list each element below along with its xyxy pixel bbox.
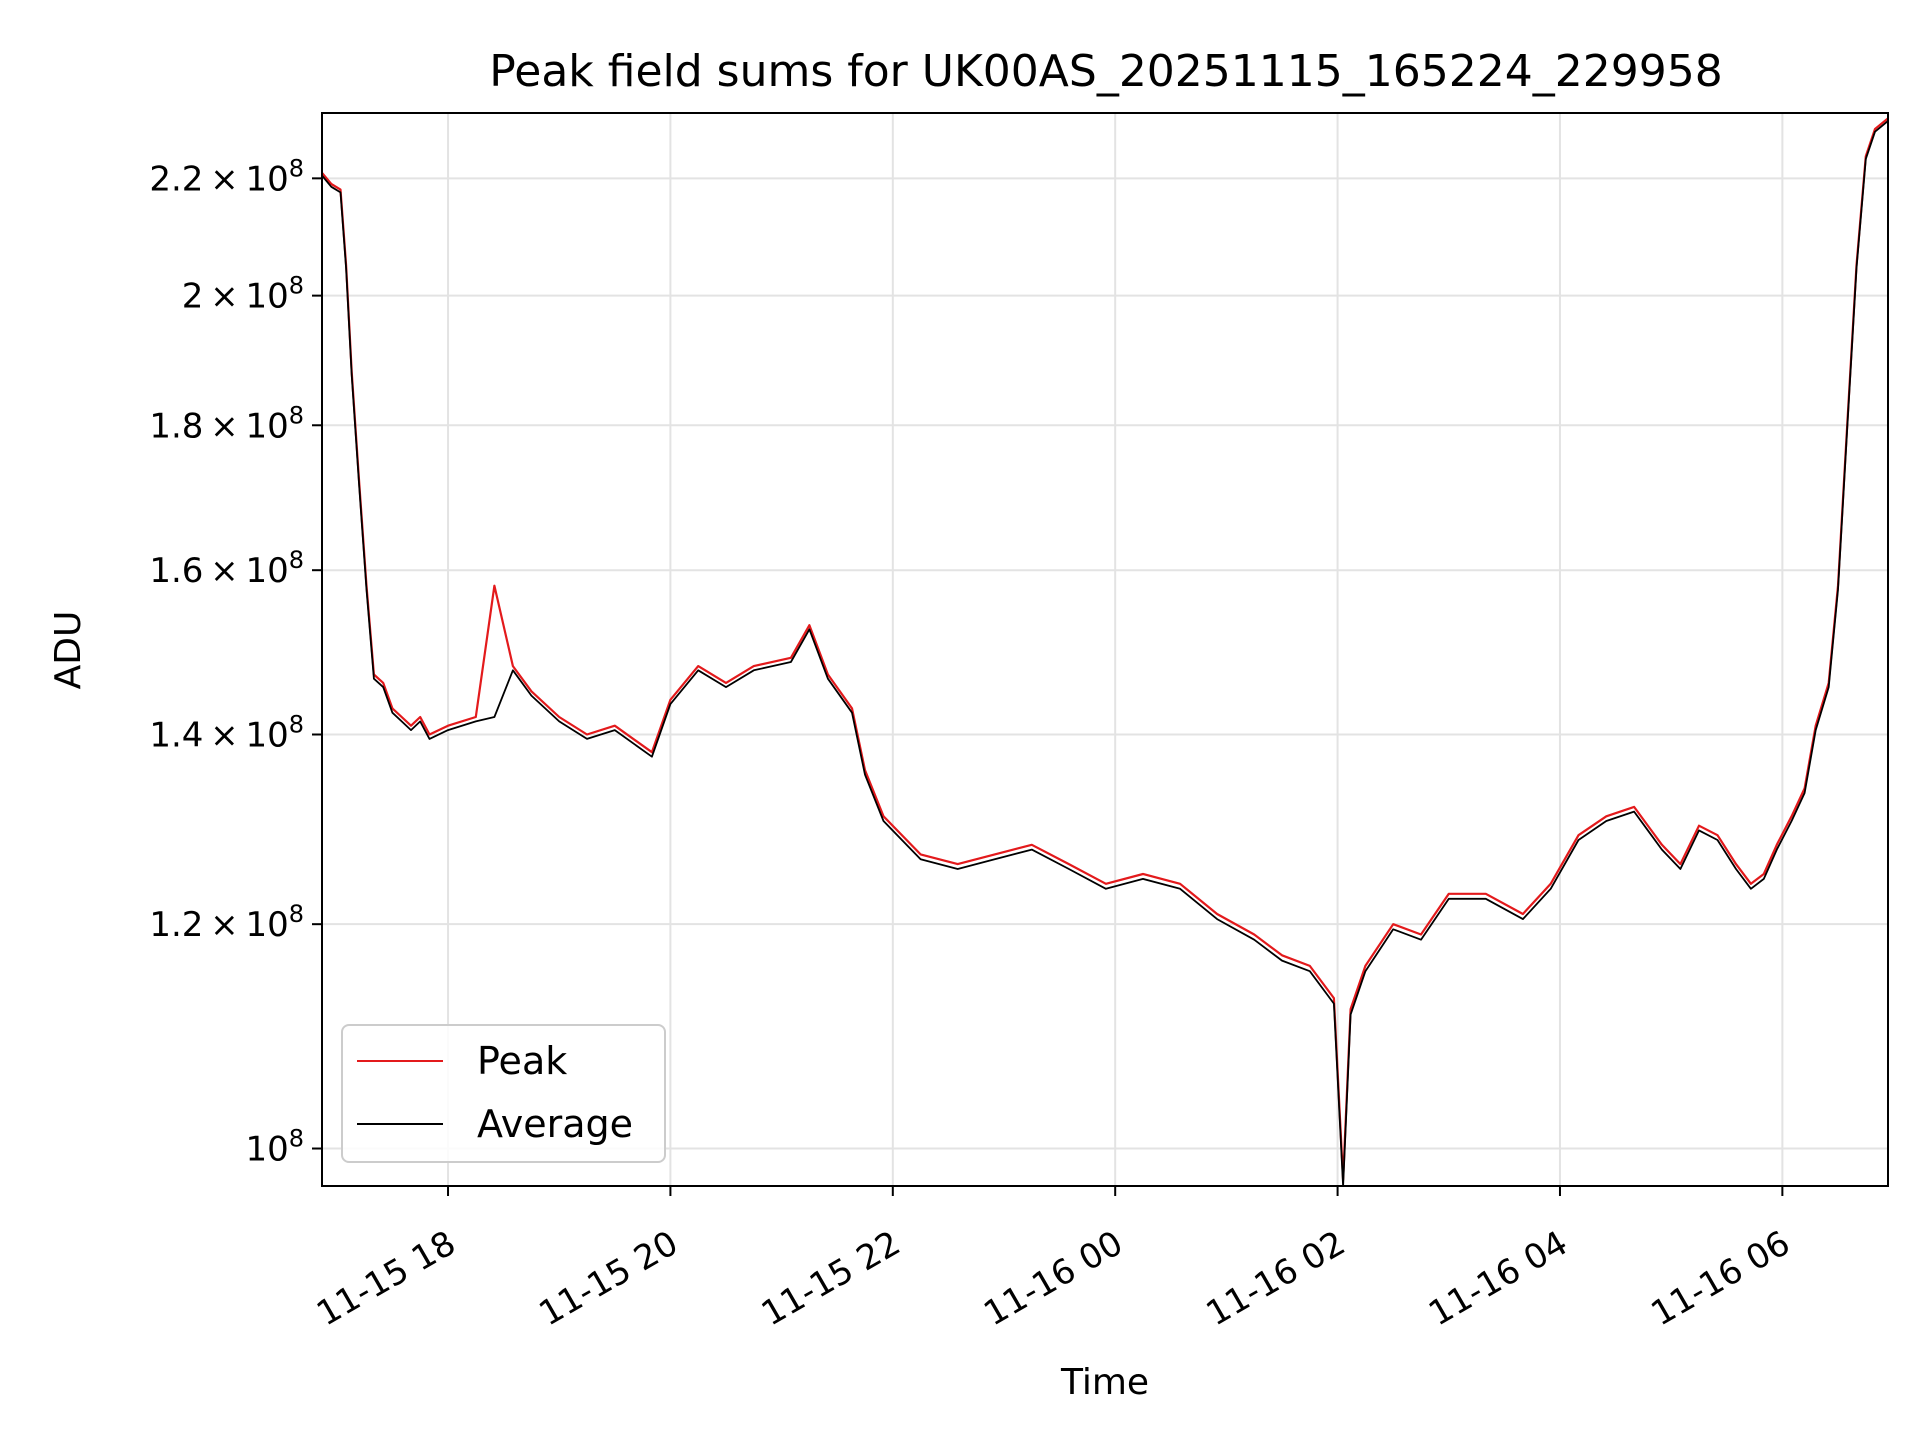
y-tick-label: 2.2 × 108 xyxy=(149,154,304,199)
series-line-peak xyxy=(322,117,1888,1181)
y-tick-label: 1.4 × 108 xyxy=(149,711,304,756)
series-line-average xyxy=(322,120,1888,1186)
y-tick-label: 1.8 × 108 xyxy=(149,401,304,446)
y-tick-label: 2 × 108 xyxy=(182,272,304,317)
y-tick-label: 1.6 × 108 xyxy=(149,546,304,591)
y-tick-label: 108 xyxy=(245,1125,304,1170)
y-tick-label: 1.2 × 108 xyxy=(149,900,304,945)
legend-label-peak: Peak xyxy=(477,1039,567,1083)
legend-box xyxy=(341,1024,666,1163)
plot-series xyxy=(322,117,1888,1186)
y-axis-label: ADU xyxy=(48,611,89,690)
legend: Peak Average xyxy=(341,1024,666,1163)
legend-label-average: Average xyxy=(477,1102,633,1146)
y-axis: 108 1.2 × 108 1.4 × 108 1.6 × 108 1.8 × 108 2… xyxy=(149,154,322,1170)
x-axis-label: Time xyxy=(1060,1362,1149,1403)
chart-title: Peak field sums for UK00AS_20251115_1652… xyxy=(489,46,1722,97)
plot-frame xyxy=(321,112,1889,1187)
